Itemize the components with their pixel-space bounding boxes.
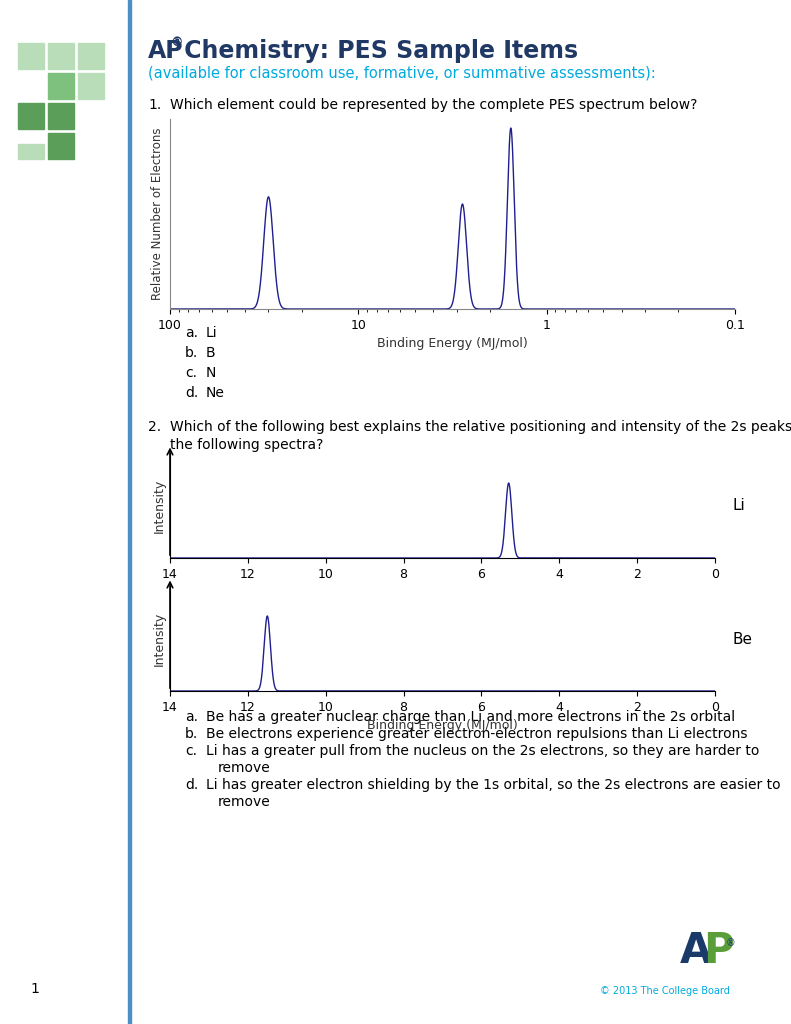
Text: remove: remove [218, 761, 271, 775]
Bar [48, 43, 74, 69]
Text: AP: AP [148, 39, 184, 63]
Text: (available for classroom use, formative, or summative assessments):: (available for classroom use, formative,… [148, 66, 656, 81]
Text: B: B [206, 346, 216, 360]
Text: Chemistry: PES Sample Items: Chemistry: PES Sample Items [176, 39, 578, 63]
X-axis label: Binding Energy (MJ/mol): Binding Energy (MJ/mol) [367, 719, 518, 732]
Text: c.: c. [185, 366, 197, 380]
Text: the following spectra?: the following spectra? [170, 438, 324, 452]
Text: Li has a greater pull from the nucleus on the 2s electrons, so they are harder t: Li has a greater pull from the nucleus o… [206, 744, 759, 758]
Text: remove: remove [218, 795, 271, 809]
Bar [48, 103, 74, 129]
Bar [48, 73, 74, 99]
Text: Li: Li [733, 499, 746, 513]
Text: Which element could be represented by the complete PES spectrum below?: Which element could be represented by th… [170, 98, 698, 112]
Text: A: A [680, 930, 712, 972]
Text: d.: d. [185, 386, 199, 400]
Text: P: P [703, 930, 733, 972]
Bar [128, 0, 131, 1024]
Bar [78, 43, 104, 69]
Y-axis label: Intensity: Intensity [153, 611, 166, 666]
Text: Be has a greater nuclear charge than Li and more electrons in the 2s orbital: Be has a greater nuclear charge than Li … [206, 710, 735, 724]
Y-axis label: Intensity: Intensity [153, 478, 166, 532]
Y-axis label: Relative Number of Electrons: Relative Number of Electrons [151, 128, 165, 300]
Text: Li has greater electron shielding by the 1s orbital, so the 2s electrons are eas: Li has greater electron shielding by the… [206, 778, 781, 792]
Text: Ne: Ne [206, 386, 225, 400]
Text: © 2013 The College Board: © 2013 The College Board [600, 986, 730, 996]
Bar [18, 43, 44, 69]
Text: a.: a. [185, 710, 198, 724]
Text: ®: ® [726, 938, 736, 948]
Text: N: N [206, 366, 217, 380]
Text: Li: Li [206, 326, 218, 340]
Text: Which of the following best explains the relative positioning and intensity of t: Which of the following best explains the… [170, 420, 791, 434]
Text: Be: Be [733, 632, 753, 646]
X-axis label: Binding Energy (MJ/mol): Binding Energy (MJ/mol) [377, 337, 528, 350]
Text: 1: 1 [30, 982, 39, 996]
Text: b.: b. [185, 727, 199, 741]
Bar [48, 133, 74, 159]
X-axis label: Binding Energy (MJ/mol): Binding Energy (MJ/mol) [367, 587, 518, 599]
Text: Be electrons experience greater electron-electron repulsions than Li electrons: Be electrons experience greater electron… [206, 727, 747, 741]
Text: c.: c. [185, 744, 197, 758]
Bar [18, 103, 44, 129]
Text: d.: d. [185, 778, 199, 792]
Bar [78, 73, 104, 99]
Text: b.: b. [185, 346, 199, 360]
Text: ®: ® [170, 36, 183, 49]
Text: 2.: 2. [148, 420, 161, 434]
Bar [18, 144, 44, 159]
Text: 1.: 1. [148, 98, 161, 112]
Text: a.: a. [185, 326, 198, 340]
